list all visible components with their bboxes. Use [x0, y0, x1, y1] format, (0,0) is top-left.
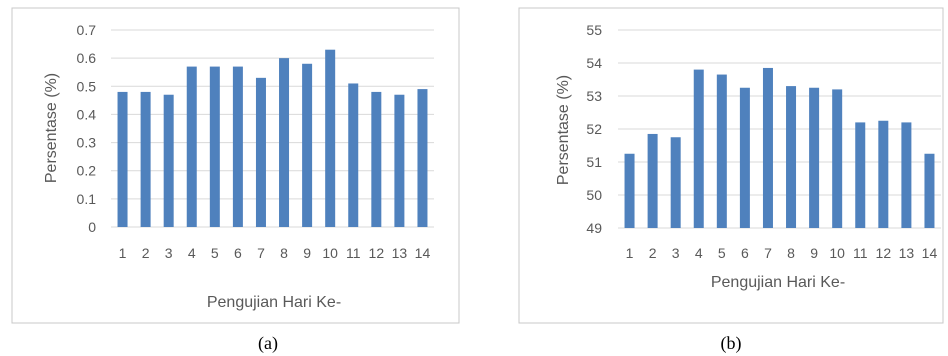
chart-a-y-tick-label: 0.7 — [77, 22, 97, 38]
chart-b-x-tick-label: 3 — [672, 245, 680, 261]
chart-a-bar-9 — [302, 63, 313, 228]
chart-b-x-tick-label: 9 — [810, 245, 818, 261]
chart-a-bar-3 — [163, 94, 174, 227]
chart-a-bar-7 — [255, 77, 266, 227]
chart-a-bar-10 — [325, 49, 336, 228]
chart-b-y-tick-label: 55 — [586, 22, 602, 38]
chart-a-y-tick-label: 0.4 — [77, 106, 97, 122]
chart-a-y-ticks: 0 0.1 0.2 0.3 0.4 0.5 0.6 0.7 — [77, 22, 97, 235]
chart-b-x-tick-label: 12 — [876, 245, 892, 261]
chart-b-x-tick-label: 11 — [853, 245, 868, 261]
chart-b-bar-10 — [832, 89, 843, 229]
chart-a-x-tick-label: 4 — [188, 245, 196, 261]
chart-a-y-axis-label: Persentase (%) — [43, 73, 60, 183]
chart-b-bar-6 — [739, 87, 750, 228]
chart-b-bar-11 — [855, 122, 866, 228]
chart-b-y-tick-label: 49 — [586, 220, 602, 236]
chart-a-bar-12 — [371, 91, 382, 228]
chart-b-bar-4 — [693, 69, 704, 228]
chart-b-bar-9 — [809, 87, 820, 228]
chart-a-bar-8 — [279, 58, 290, 228]
chart-a-bar-1 — [117, 91, 128, 228]
chart-a-x-tick-label: 2 — [142, 245, 150, 261]
chart-a-y-tick-label: 0.3 — [77, 135, 97, 151]
chart-b-bar-5 — [716, 74, 727, 228]
chart-b-y-tick-label: 50 — [586, 187, 602, 203]
chart-a-x-tick-label: 10 — [322, 245, 338, 261]
chart-b-x-tick-label: 10 — [829, 245, 845, 261]
chart-a-x-tick-label: 12 — [369, 245, 385, 261]
chart-a-bar-14 — [417, 89, 428, 227]
chart-a-y-tick-label: 0.2 — [77, 163, 97, 179]
chart-a-x-tick-label: 11 — [346, 245, 361, 261]
chart-a-caption: (a) — [258, 333, 278, 354]
chart-b-bar-2 — [647, 133, 658, 228]
chart-b-caption: (b) — [721, 333, 742, 354]
chart-b-bar-8 — [786, 86, 797, 228]
chart-a-y-tick-label: 0.5 — [77, 78, 97, 94]
chart-a-bar-5 — [209, 66, 220, 227]
chart-a-x-ticks: 1 2 3 4 5 6 7 8 9 10 11 12 13 14 — [119, 245, 431, 261]
chart-b-y-tick-label: 52 — [586, 121, 602, 137]
chart-a-bars — [117, 49, 428, 228]
chart-a-bar-2 — [140, 91, 151, 228]
chart-b-x-tick-label: 13 — [899, 245, 915, 261]
chart-a-x-tick-label: 8 — [280, 245, 288, 261]
chart-b-y-ticks: 49 50 51 52 53 54 55 — [586, 22, 602, 236]
chart-b-bar-13 — [901, 122, 912, 228]
chart-a-x-tick-label: 6 — [234, 245, 242, 261]
chart-a-x-tick-label: 5 — [211, 245, 219, 261]
chart-a-bar-6 — [232, 66, 243, 227]
chart-b-x-tick-label: 6 — [741, 245, 749, 261]
chart-b-bar-12 — [878, 120, 889, 228]
chart-b-x-tick-label: 8 — [787, 245, 795, 261]
chart-b-x-axis-label: Pengujian Hari Ke- — [711, 274, 845, 291]
chart-a-y-tick-label: 0 — [88, 219, 96, 235]
chart-b-x-tick-label: 7 — [764, 245, 772, 261]
chart-b-y-tick-label: 51 — [586, 154, 602, 170]
chart-a-x-tick-label: 13 — [392, 245, 408, 261]
chart-a-x-tick-label: 14 — [415, 245, 431, 261]
chart-b-x-tick-label: 1 — [626, 245, 634, 261]
chart-b-x-tick-label: 14 — [922, 245, 938, 261]
chart-a-x-tick-label: 7 — [257, 245, 265, 261]
chart-a: 00.10.20.30.40.50.60.7 1 2 3 4 5 6 7 8 9 10 11 12 13… — [11, 7, 460, 354]
chart-b-x-tick-label: 4 — [695, 245, 703, 261]
chart-b-x-ticks: 1 2 3 4 5 6 7 8 9 10 11 12 13 14 — [626, 245, 938, 261]
chart-a-x-tick-label: 1 — [119, 245, 127, 261]
chart-a-bar-11 — [348, 83, 359, 227]
chart-a-x-axis-label: Pengujian Hari Ke- — [207, 294, 341, 311]
chart-b-bars — [624, 67, 935, 229]
chart-a-y-tick-label: 0.6 — [77, 50, 97, 66]
chart-b-y-tick-label: 54 — [586, 55, 602, 71]
chart-b-y-tick-label: 53 — [586, 88, 602, 104]
chart-a-bar-13 — [394, 94, 405, 227]
chart-b-x-tick-label: 5 — [718, 245, 726, 261]
chart-a-y-tick-label: 0.1 — [77, 191, 97, 207]
chart-b-bar-3 — [670, 137, 681, 228]
chart-b-frame — [518, 7, 944, 324]
chart-b-y-axis-label: Persentase (%) — [555, 75, 572, 185]
chart-b-bar-7 — [762, 67, 773, 228]
chart-a-bar-4 — [186, 66, 197, 227]
chart-b-x-tick-label: 2 — [649, 245, 657, 261]
chart-b-bar-14 — [924, 153, 935, 228]
chart-b-bar-1 — [624, 153, 635, 228]
chart-a-x-tick-label: 9 — [303, 245, 311, 261]
chart-a-x-tick-label: 3 — [165, 245, 173, 261]
